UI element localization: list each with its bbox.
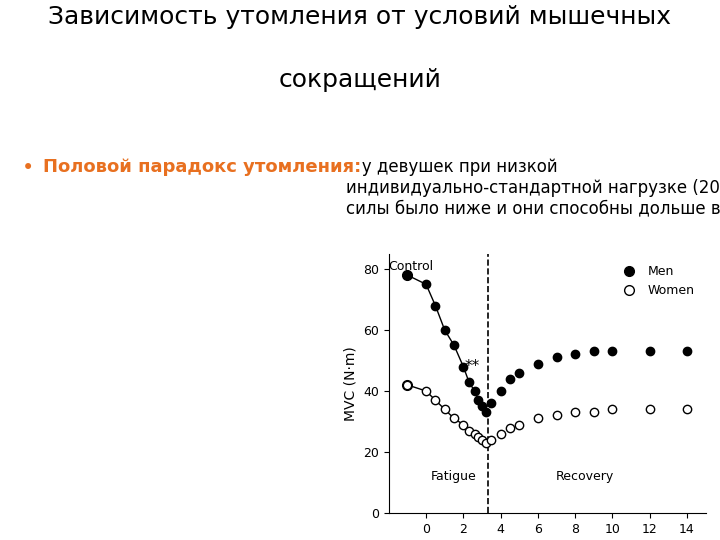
Text: **: ** (465, 359, 480, 374)
Text: Control: Control (389, 260, 433, 273)
Y-axis label: MVC (N·m): MVC (N·m) (343, 346, 358, 421)
Text: сокращений: сокращений (279, 68, 441, 92)
Text: •: • (22, 158, 34, 178)
Legend: Men, Women: Men, Women (611, 260, 699, 302)
Text: Зависимость утомления от условий мышечных: Зависимость утомления от условий мышечны… (48, 5, 672, 29)
Text: Fatigue: Fatigue (431, 469, 477, 483)
Text: Recovery: Recovery (555, 469, 613, 483)
Text: Половой парадокс утомления:: Половой парадокс утомления: (43, 158, 361, 176)
Text: у девушек при низкой
индивидуально-стандартной нагрузке (20% от МПС) снижение
си: у девушек при низкой индивидуально-станд… (346, 158, 720, 218)
